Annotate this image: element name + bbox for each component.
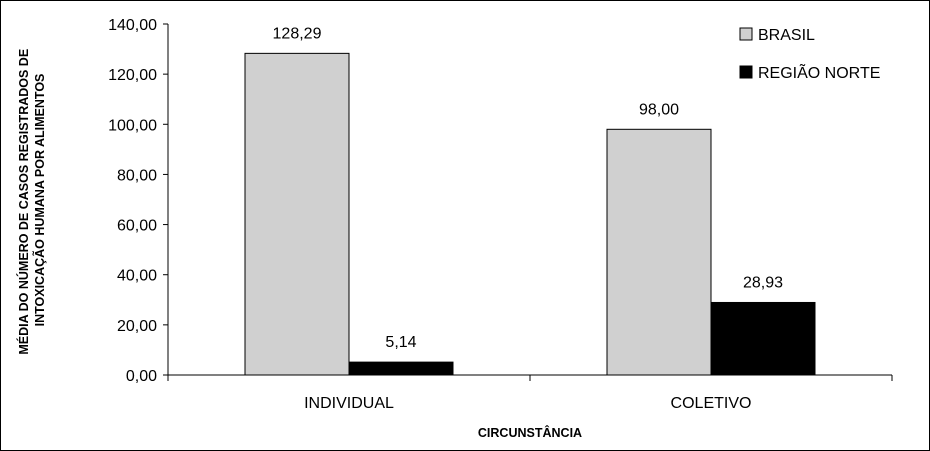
y-tick-label: 120,00 (108, 67, 157, 84)
data-label: 28,93 (743, 274, 783, 291)
y-ticks: 0,00 20,00 40,00 60,00 80,00 100,00 120,00 140,… (108, 17, 168, 385)
y-axis-title: MÉDIA DO NÚMERO DE CASOS REGISTRADOS DE … (16, 45, 47, 354)
y-tick-label: 20,00 (117, 318, 157, 335)
y-tick-label: 60,00 (117, 218, 157, 235)
x-tick-label: INDIVIDUAL (304, 395, 394, 412)
y-tick-label: 40,00 (117, 268, 157, 285)
legend-swatch (739, 27, 753, 41)
bar-regiao-norte (710, 301, 816, 376)
bar-regiao-norte (348, 361, 454, 376)
data-label: 5,14 (385, 334, 416, 351)
x-ticks: INDIVIDUAL COLETIVO (167, 375, 893, 412)
data-label: 128,29 (273, 25, 322, 42)
y-tick-label: 140,00 (108, 17, 157, 34)
data-label: 98,00 (639, 101, 679, 118)
x-axis-title: CIRCUNSTÂNCIA (478, 425, 582, 440)
legend-label: REGIÃO NORTE (758, 62, 880, 82)
bar-brasil (244, 52, 350, 376)
y-tick-label: 0,00 (126, 368, 157, 385)
bar-brasil (606, 128, 712, 376)
bars: 128,29 5,14 98,00 28,93 (244, 25, 816, 376)
x-tick-label: COLETIVO (671, 395, 752, 412)
legend-label: BRASIL (758, 27, 815, 44)
legend-swatch (739, 65, 753, 79)
y-axis-title-line-2: INTOXICAÇÃO HUMANA POR ALIMENTOS (32, 74, 47, 327)
y-tick-label: 100,00 (108, 117, 157, 134)
y-axis-title-line-1: MÉDIA DO NÚMERO DE CASOS REGISTRADOS DE (16, 49, 31, 355)
y-tick-label: 80,00 (117, 167, 157, 184)
legend: BRASIL REGIÃO NORTE (739, 27, 880, 82)
